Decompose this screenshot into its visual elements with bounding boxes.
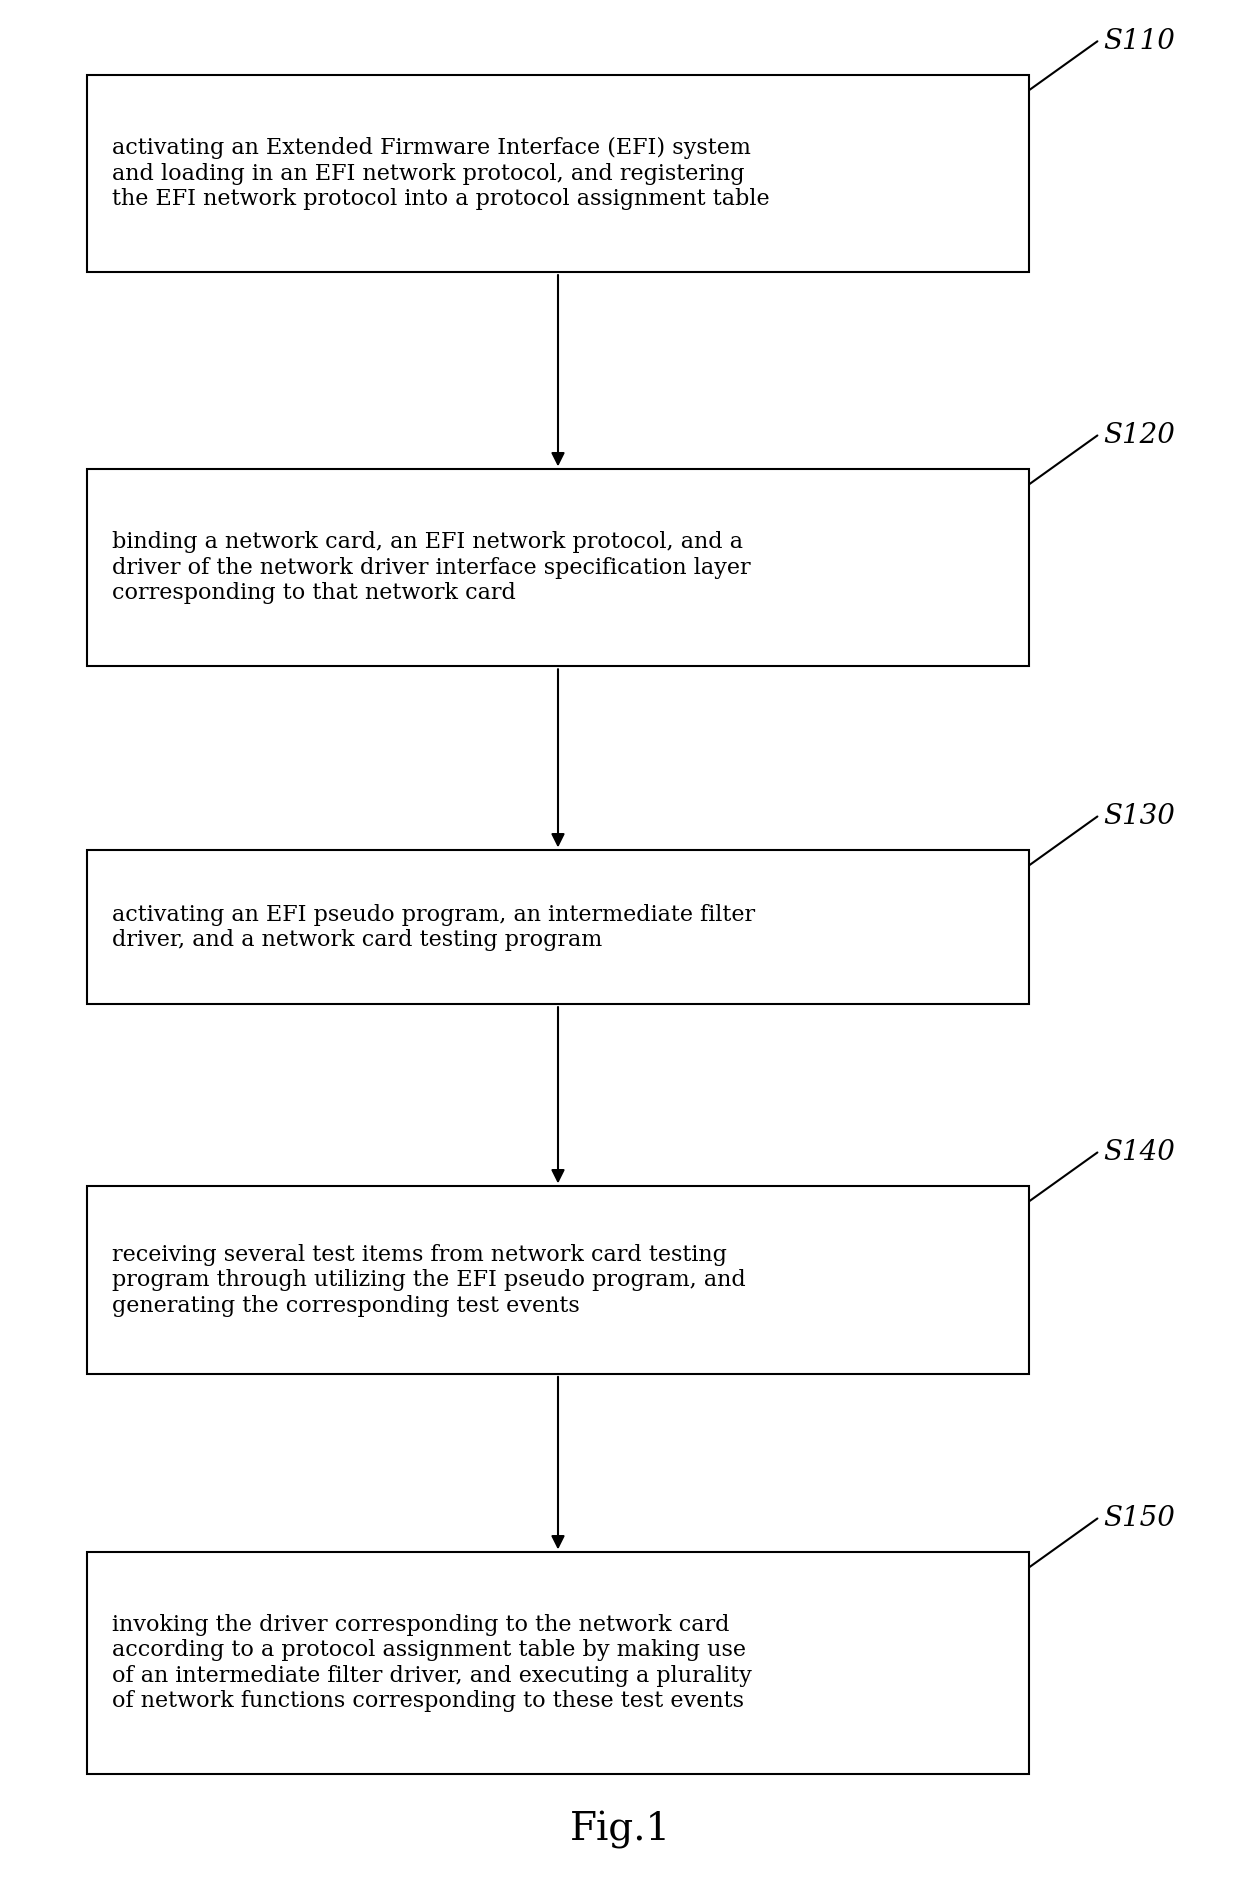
Text: binding a network card, an EFI network protocol, and a
driver of the network dri: binding a network card, an EFI network p… bbox=[112, 531, 750, 604]
FancyBboxPatch shape bbox=[87, 469, 1029, 666]
Text: S110: S110 bbox=[1104, 28, 1176, 54]
Text: activating an Extended Firmware Interface (EFI) system
and loading in an EFI net: activating an Extended Firmware Interfac… bbox=[112, 137, 769, 210]
Text: S140: S140 bbox=[1104, 1139, 1176, 1166]
Text: Fig.1: Fig.1 bbox=[569, 1811, 671, 1849]
FancyBboxPatch shape bbox=[87, 850, 1029, 1004]
FancyBboxPatch shape bbox=[87, 1186, 1029, 1374]
FancyBboxPatch shape bbox=[87, 75, 1029, 272]
Text: activating an EFI pseudo program, an intermediate filter
driver, and a network c: activating an EFI pseudo program, an int… bbox=[112, 903, 755, 952]
FancyBboxPatch shape bbox=[87, 1552, 1029, 1774]
Text: S130: S130 bbox=[1104, 803, 1176, 830]
Text: S150: S150 bbox=[1104, 1505, 1176, 1532]
Text: invoking the driver corresponding to the network card
according to a protocol as: invoking the driver corresponding to the… bbox=[112, 1614, 751, 1712]
Text: receiving several test items from network card testing
program through utilizing: receiving several test items from networ… bbox=[112, 1244, 745, 1316]
Text: S120: S120 bbox=[1104, 422, 1176, 449]
